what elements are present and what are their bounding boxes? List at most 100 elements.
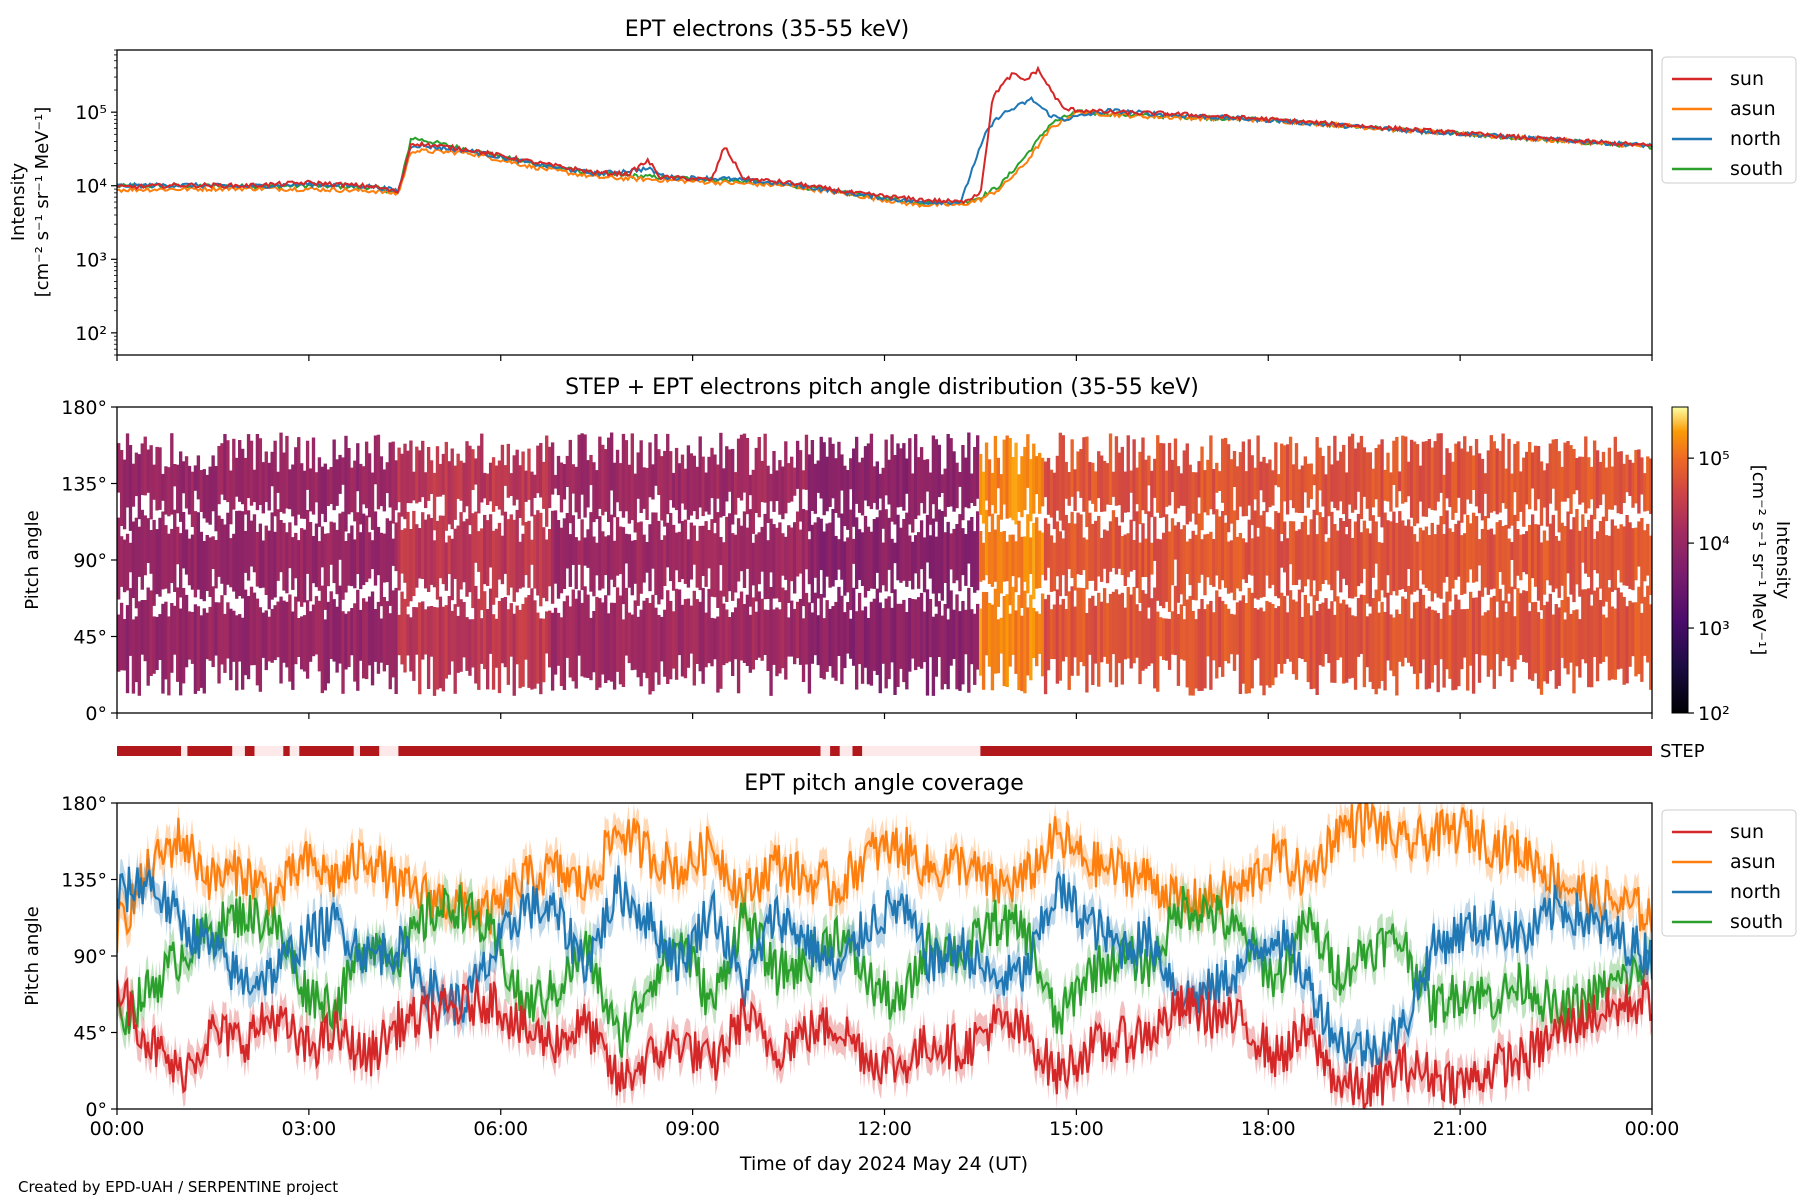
heatmap-cell <box>500 598 505 664</box>
heatmap-cell <box>919 520 924 570</box>
colorbar <box>1671 406 1689 714</box>
heatmap-cell <box>456 453 460 499</box>
heatmap-cell <box>1203 609 1207 689</box>
heatmap-cell <box>1572 517 1576 603</box>
heatmap-cell <box>1238 533 1243 592</box>
heatmap-cell <box>1616 587 1620 670</box>
heatmap-cell <box>1132 540 1136 570</box>
heatmap-cell <box>807 539 812 585</box>
heatmap-cell <box>1575 609 1579 667</box>
heatmap-cell <box>1159 617 1163 657</box>
heatmap-cell <box>828 522 832 588</box>
heatmap-cell <box>1102 460 1107 512</box>
heatmap-cell <box>238 440 242 502</box>
heatmap-cell <box>181 588 186 684</box>
heatmap-cell <box>604 595 608 683</box>
heatmap-cell <box>704 612 708 668</box>
heatmap-cell <box>748 474 753 496</box>
panel1-title: EPT electrons (35-55 keV) <box>625 17 910 42</box>
heatmap-cell <box>1055 455 1060 511</box>
heatmap-cell <box>1646 523 1650 576</box>
heatmap-cell <box>677 589 682 656</box>
heatmap-cell <box>763 609 767 655</box>
heatmap-cell <box>728 617 732 662</box>
heatmap-cell <box>1604 535 1609 602</box>
heatmap-cell <box>1262 611 1266 696</box>
heatmap-cell <box>1156 538 1160 601</box>
heatmap-cell <box>223 613 227 673</box>
heatmap-cell <box>512 455 516 506</box>
heatmap-cell <box>1156 611 1160 692</box>
heatmap-cell <box>1138 611 1142 685</box>
heatmap-cell <box>370 591 375 686</box>
heatmap-cell <box>792 522 797 594</box>
heatmap-cell <box>409 529 413 602</box>
heatmap-cell <box>967 520 971 564</box>
heatmap-cell <box>1610 466 1615 510</box>
heatmap-cell <box>267 462 271 511</box>
heatmap-cell <box>305 510 310 574</box>
heatmap-cell <box>1460 609 1464 670</box>
heatmap-cell <box>565 513 570 569</box>
heatmap-cell <box>483 514 487 585</box>
heatmap-cell <box>666 590 670 684</box>
heatmap-cell <box>117 443 121 493</box>
heatmap-cell <box>1300 465 1305 514</box>
heatmap-cell <box>866 526 871 591</box>
heatmap-cell <box>1265 463 1269 513</box>
heatmap-cell <box>837 441 841 518</box>
heatmap-cell <box>890 434 894 522</box>
heatmap-cell <box>1474 439 1479 507</box>
heatmap-cell <box>1247 519 1251 575</box>
heatmap-cell <box>1592 590 1597 658</box>
heatmap-cell <box>1038 452 1042 514</box>
heatmap-cell <box>716 464 720 499</box>
heatmap-cell <box>1412 441 1417 527</box>
heatmap-cell <box>775 470 779 501</box>
heatmap-cell <box>615 517 620 576</box>
heatmap-cell <box>1040 532 1045 575</box>
heatmap-cell <box>1486 529 1491 595</box>
heatmap-cell <box>362 466 366 505</box>
panel3-series-lines <box>117 803 1652 1109</box>
heatmap-cell <box>1223 437 1228 516</box>
heatmap-cell <box>152 519 156 606</box>
heatmap-cell <box>1014 541 1018 593</box>
heatmap-cell <box>1557 607 1561 686</box>
heatmap-cell <box>1380 542 1384 591</box>
heatmap-cell <box>887 459 891 505</box>
heatmap-cell <box>1073 523 1077 591</box>
heatmap-cell <box>226 512 230 585</box>
heatmap-cell <box>208 466 212 525</box>
heatmap-cell <box>1330 601 1334 683</box>
heatmap-cell <box>1392 617 1396 677</box>
heatmap-cell <box>810 524 815 604</box>
heatmap-cell <box>1026 607 1030 676</box>
heatmap-cell <box>1159 539 1163 606</box>
heatmap-cell <box>326 533 330 587</box>
heatmap-cell <box>1566 596 1570 675</box>
legend-label-north: north <box>1730 881 1781 903</box>
heatmap-cell <box>1285 612 1290 659</box>
heatmap-cell <box>1333 524 1337 602</box>
heatmap-cell <box>680 454 685 504</box>
heatmap-cell <box>1253 510 1257 599</box>
heatmap-cell <box>1156 435 1160 513</box>
heatmap-cell <box>1622 463 1626 503</box>
heatmap-cell <box>630 614 634 671</box>
heatmap-cell <box>196 606 201 691</box>
heatmap-cell <box>1646 456 1650 511</box>
heatmap-cell <box>415 607 419 655</box>
heatmap-cell <box>1424 526 1429 588</box>
heatmap-cell <box>143 436 147 496</box>
heatmap-cell <box>801 470 806 490</box>
heatmap-cell <box>1271 604 1275 686</box>
heatmap-cell <box>574 537 578 590</box>
heatmap-cell <box>1244 542 1248 583</box>
heatmap-cell <box>1241 595 1246 684</box>
heatmap-cell <box>264 525 268 595</box>
heatmap-cell <box>1253 467 1257 500</box>
heatmap-cell <box>406 450 410 504</box>
heatmap-cell <box>725 446 729 502</box>
heatmap-cell <box>722 542 726 597</box>
